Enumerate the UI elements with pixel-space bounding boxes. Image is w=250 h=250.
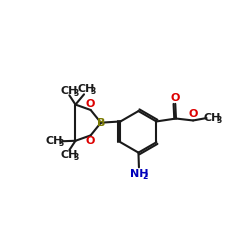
Text: 3: 3 xyxy=(216,116,222,125)
Text: O: O xyxy=(86,99,95,109)
Text: NH: NH xyxy=(130,169,148,179)
Text: 2: 2 xyxy=(142,172,148,181)
Text: CH: CH xyxy=(203,113,220,123)
Text: 3: 3 xyxy=(73,153,78,162)
Text: O: O xyxy=(188,109,198,119)
Text: CH: CH xyxy=(78,84,95,94)
Text: CH: CH xyxy=(45,136,63,146)
Text: B: B xyxy=(97,118,105,128)
Text: CH: CH xyxy=(60,86,78,96)
Text: O: O xyxy=(170,93,180,103)
Text: 3: 3 xyxy=(73,88,78,98)
Text: 3: 3 xyxy=(91,88,96,96)
Text: O: O xyxy=(86,136,95,146)
Text: CH: CH xyxy=(60,150,78,160)
Text: 3: 3 xyxy=(58,139,64,148)
